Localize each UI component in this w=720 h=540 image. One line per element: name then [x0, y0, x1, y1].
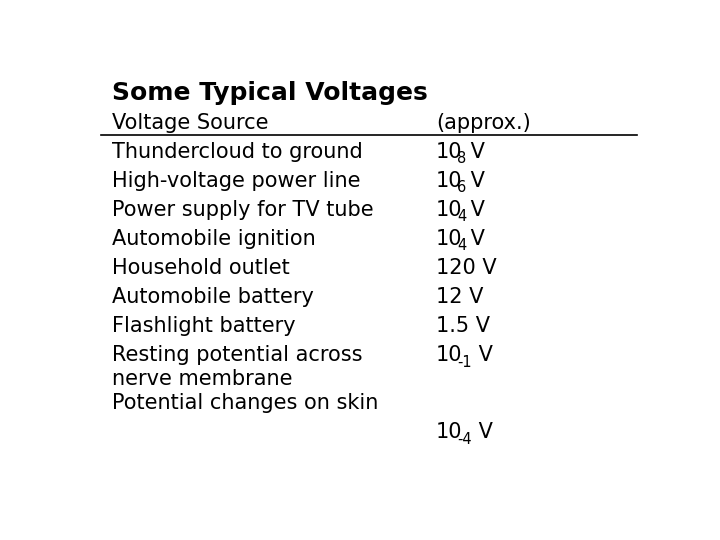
Text: Voltage Source: Voltage Source — [112, 113, 269, 133]
Text: (approx.): (approx.) — [436, 113, 531, 133]
Text: V: V — [464, 141, 485, 161]
Text: Automobile battery: Automobile battery — [112, 287, 314, 307]
Text: High-voltage power line: High-voltage power line — [112, 171, 361, 191]
Text: 10: 10 — [436, 229, 462, 249]
Text: Some Typical Voltages: Some Typical Voltages — [112, 82, 428, 105]
Text: 8: 8 — [457, 151, 467, 166]
Text: V: V — [464, 171, 485, 191]
Text: Household outlet: Household outlet — [112, 258, 290, 278]
Text: Power supply for TV tube: Power supply for TV tube — [112, 200, 374, 220]
Text: Resting potential across
nerve membrane: Resting potential across nerve membrane — [112, 346, 363, 389]
Text: 10: 10 — [436, 171, 462, 191]
Text: -1: -1 — [457, 355, 472, 369]
Text: V: V — [472, 422, 492, 442]
Text: 10: 10 — [436, 346, 462, 366]
Text: Automobile ignition: Automobile ignition — [112, 229, 316, 249]
Text: 4: 4 — [457, 238, 467, 253]
Text: -4: -4 — [457, 431, 472, 447]
Text: V: V — [472, 346, 492, 366]
Text: Thundercloud to ground: Thundercloud to ground — [112, 141, 363, 161]
Text: V: V — [464, 200, 485, 220]
Text: 4: 4 — [457, 209, 467, 224]
Text: 6: 6 — [457, 180, 467, 195]
Text: 120 V: 120 V — [436, 258, 497, 278]
Text: 1.5 V: 1.5 V — [436, 316, 490, 336]
Text: 10: 10 — [436, 422, 462, 442]
Text: Potential changes on skin: Potential changes on skin — [112, 393, 379, 413]
Text: 10: 10 — [436, 200, 462, 220]
Text: Flashlight battery: Flashlight battery — [112, 316, 296, 336]
Text: V: V — [464, 229, 485, 249]
Text: 10: 10 — [436, 141, 462, 161]
Text: 12 V: 12 V — [436, 287, 483, 307]
